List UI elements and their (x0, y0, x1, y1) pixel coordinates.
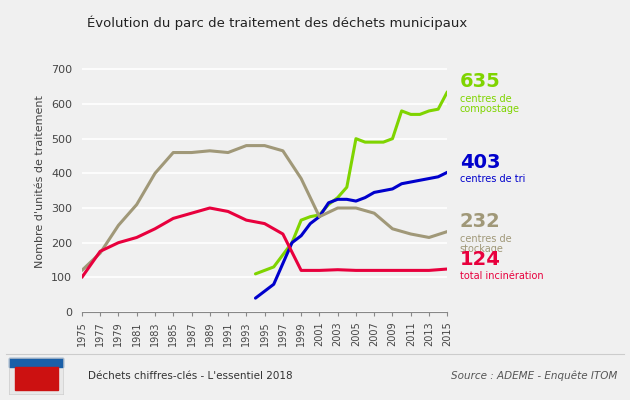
Text: 635: 635 (460, 72, 501, 91)
Y-axis label: Nombre d'unités de traitement: Nombre d'unités de traitement (35, 96, 45, 268)
Text: Évolution du parc de traitement des déchets municipaux: Évolution du parc de traitement des déch… (87, 16, 467, 30)
Text: 124: 124 (460, 250, 501, 268)
Text: compostage: compostage (460, 104, 520, 114)
Text: centres de tri: centres de tri (460, 174, 525, 184)
Text: stockage: stockage (460, 244, 504, 254)
Text: centres de: centres de (460, 234, 512, 244)
Bar (15, 367, 58, 390)
Text: centres de: centres de (460, 94, 512, 104)
Bar (9, 358, 63, 367)
Text: Source : ADEME - Enquête ITOM: Source : ADEME - Enquête ITOM (451, 371, 617, 381)
Text: Déchets chiffres-clés - L'essentiel 2018: Déchets chiffres-clés - L'essentiel 2018 (88, 371, 293, 381)
Text: 232: 232 (460, 212, 501, 231)
Text: total incinération: total incinération (460, 271, 544, 281)
Text: 403: 403 (460, 153, 500, 172)
